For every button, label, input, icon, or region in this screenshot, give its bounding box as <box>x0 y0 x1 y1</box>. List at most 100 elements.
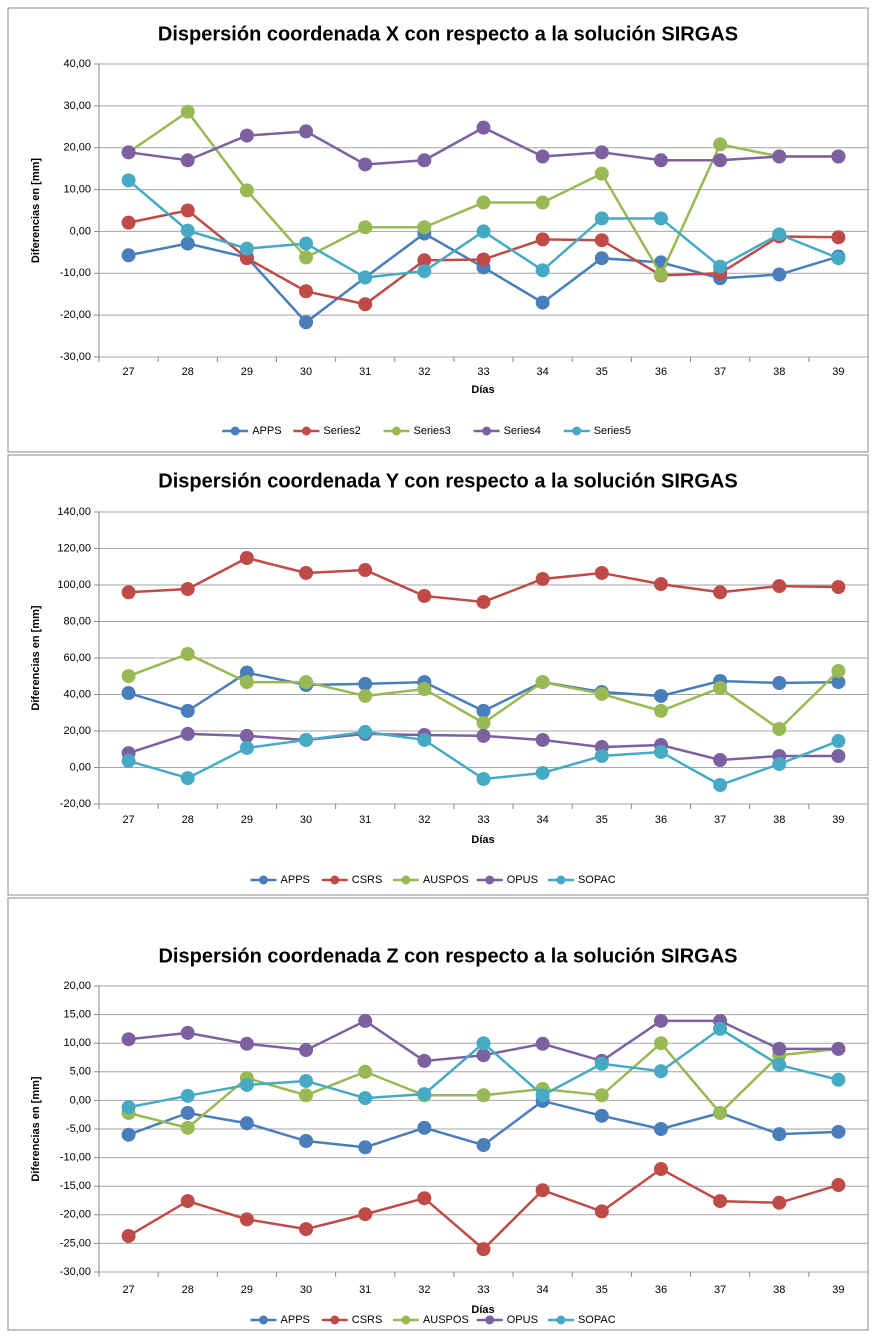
x-tick-label: 32 <box>418 366 430 378</box>
marker <box>594 251 609 266</box>
marker <box>831 580 846 595</box>
x-tick-label: 36 <box>655 366 667 378</box>
marker <box>180 726 195 741</box>
marker <box>121 1127 136 1142</box>
x-tick-label: 34 <box>537 814 549 826</box>
marker <box>417 682 432 697</box>
marker <box>121 215 136 230</box>
marker <box>239 675 254 690</box>
marker <box>239 183 254 198</box>
marker <box>180 1120 195 1135</box>
x-tick-label: 36 <box>655 814 667 826</box>
marker <box>535 195 550 210</box>
marker <box>772 1195 787 1210</box>
chart-border <box>7 7 869 453</box>
marker <box>653 1036 668 1051</box>
marker <box>239 1036 254 1051</box>
chart-title: Dispersión coordenada Z con respecto a l… <box>158 945 737 967</box>
marker <box>831 1178 846 1193</box>
marker <box>772 267 787 282</box>
y-tick-label: 120,00 <box>57 542 91 554</box>
marker <box>476 1088 491 1103</box>
marker <box>180 104 195 119</box>
x-tick-label: 31 <box>359 814 371 826</box>
marker <box>831 749 846 764</box>
x-tick-label: 39 <box>832 814 844 826</box>
marker <box>594 233 609 248</box>
y-tick-label: 15,00 <box>63 1009 91 1021</box>
marker <box>299 1043 314 1058</box>
marker <box>653 688 668 703</box>
marker <box>358 1091 373 1106</box>
marker <box>653 1013 668 1028</box>
x-tick-label: 37 <box>714 1284 726 1296</box>
marker <box>713 585 728 600</box>
x-tick-label: 39 <box>832 1284 844 1296</box>
y-axis-label: Diferencias en [mm] <box>30 158 42 263</box>
marker <box>772 1057 787 1072</box>
marker <box>417 732 432 747</box>
marker <box>653 1064 668 1079</box>
x-tick-label: 28 <box>182 814 194 826</box>
legend-label: CSRS <box>352 1314 383 1326</box>
chart-title: Dispersión coordenada Y con respecto a l… <box>158 470 737 492</box>
legend-marker <box>572 426 582 436</box>
marker <box>121 1228 136 1243</box>
series-line <box>127 1167 839 1251</box>
marker <box>299 315 314 330</box>
marker <box>772 579 787 594</box>
marker <box>772 1127 787 1142</box>
y-tick-label: 5,00 <box>70 1066 91 1078</box>
y-tick-label: 30,00 <box>63 100 91 112</box>
marker <box>180 203 195 218</box>
marker <box>121 669 136 684</box>
marker <box>180 646 195 661</box>
marker <box>772 721 787 736</box>
marker <box>713 1194 728 1209</box>
marker <box>653 1162 668 1177</box>
legend-marker <box>556 1315 566 1325</box>
marker <box>476 1048 491 1063</box>
legend-marker <box>485 1315 495 1325</box>
y-tick-label: 0,00 <box>70 1094 91 1106</box>
legend-marker <box>330 1315 340 1325</box>
marker <box>653 577 668 592</box>
y-tick-label: 10,00 <box>63 183 91 195</box>
legend-marker <box>401 1315 411 1325</box>
x-tick-label: 37 <box>714 366 726 378</box>
marker <box>713 1021 728 1036</box>
marker <box>299 675 314 690</box>
legend-label: AUSPOS <box>423 1314 469 1326</box>
legend-label: APPS <box>281 1314 310 1326</box>
marker <box>653 267 668 282</box>
marker <box>713 259 728 274</box>
marker <box>535 149 550 164</box>
marker <box>713 137 728 152</box>
x-tick-label: 29 <box>241 1284 253 1296</box>
marker <box>831 1124 846 1139</box>
marker <box>417 1053 432 1068</box>
x-tick-label: 38 <box>773 1284 785 1296</box>
x-tick-label: 27 <box>122 366 134 378</box>
marker <box>831 675 846 690</box>
y-tick-label: 100,00 <box>57 579 91 591</box>
legend-label: Series4 <box>504 425 541 437</box>
legend-marker <box>482 426 492 436</box>
marker <box>299 1073 314 1088</box>
x-tick-label: 32 <box>418 814 430 826</box>
y-tick-label: 80,00 <box>63 615 91 627</box>
legend-label: Series5 <box>594 425 631 437</box>
marker <box>299 1134 314 1149</box>
marker <box>713 778 728 793</box>
marker <box>121 585 136 600</box>
marker <box>299 1088 314 1103</box>
y-tick-label: 60,00 <box>63 652 91 664</box>
marker <box>594 1056 609 1071</box>
marker <box>299 284 314 299</box>
marker <box>831 1041 846 1056</box>
marker <box>121 686 136 701</box>
marker <box>239 251 254 266</box>
marker <box>476 703 491 718</box>
y-tick-label: 20,00 <box>63 980 91 992</box>
